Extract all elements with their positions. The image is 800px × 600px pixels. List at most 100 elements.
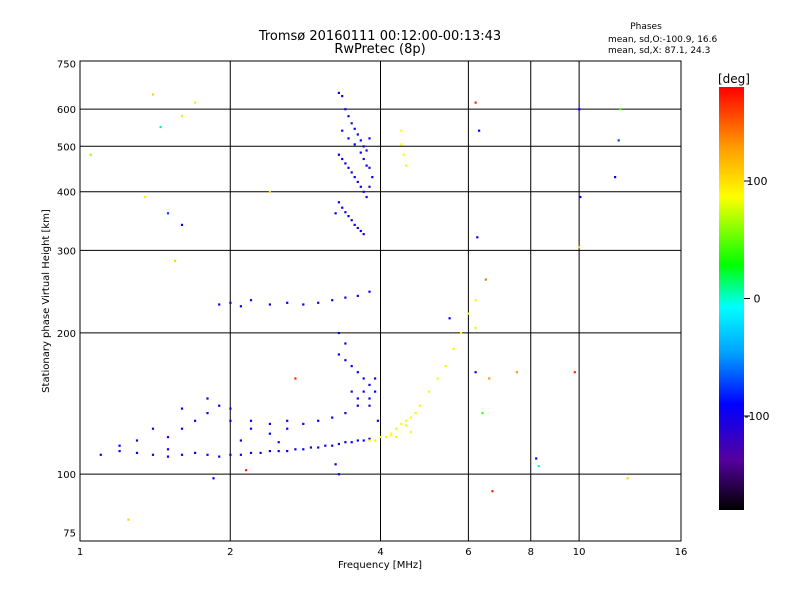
y-tick-label: 100: [57, 470, 76, 481]
data-point: [350, 390, 353, 393]
data-point: [400, 129, 403, 132]
data-point: [448, 317, 451, 320]
data-point: [249, 427, 253, 430]
data-point: [409, 416, 412, 419]
data-point: [344, 211, 347, 214]
data-point: [344, 296, 347, 299]
data-point: [239, 453, 242, 456]
data-point: [368, 404, 371, 407]
chart-title: Tromsø 20160111 00:12:00-00:13:43: [258, 29, 501, 44]
data-point: [353, 127, 356, 130]
data-point: [337, 331, 340, 335]
data-point: [337, 442, 340, 446]
data-point: [151, 453, 155, 456]
data-point: [206, 397, 209, 400]
y-tick-label: 75: [63, 529, 76, 540]
data-point: [353, 143, 356, 146]
data-point: [617, 139, 620, 142]
data-point: [362, 390, 365, 393]
data-point: [362, 190, 365, 193]
data-point: [180, 407, 184, 410]
data-point: [400, 422, 403, 425]
data-point: [268, 303, 271, 306]
colorbar-rect: [719, 87, 744, 510]
data-point: [249, 419, 253, 422]
data-point: [350, 122, 353, 125]
data-point: [405, 164, 408, 167]
data-point: [362, 157, 365, 161]
x-tick-label: 6: [465, 547, 471, 558]
data-point: [99, 453, 102, 456]
data-point: [573, 371, 576, 374]
data-point: [317, 446, 320, 449]
data-point: [259, 451, 262, 454]
data-point: [239, 439, 242, 442]
data-point: [344, 359, 347, 362]
data-point: [166, 436, 170, 439]
data-point: [359, 229, 362, 233]
data-point: [395, 427, 398, 430]
data-point: [294, 377, 297, 380]
data-point: [268, 450, 271, 453]
data-point: [239, 305, 242, 308]
data-point: [474, 299, 477, 302]
data-point: [356, 397, 359, 400]
x-tick-label: 10: [573, 547, 586, 558]
data-point: [474, 101, 477, 104]
data-point: [390, 434, 393, 437]
data-point: [427, 390, 431, 393]
data-point: [229, 407, 232, 410]
data-point: [478, 129, 481, 132]
data-point: [362, 145, 365, 148]
data-point: [384, 436, 388, 439]
plot-area: [79, 60, 682, 542]
data-point: [218, 455, 221, 458]
data-point: [218, 303, 221, 306]
data-point: [365, 195, 368, 199]
data-point: [350, 219, 353, 222]
data-point: [277, 441, 280, 444]
data-point: [334, 212, 337, 215]
data-point: [362, 439, 365, 442]
data-point: [414, 412, 417, 415]
y-axis-ticks: 75 100 200 300 400 500 600 750: [57, 60, 76, 540]
data-point: [324, 444, 327, 447]
data-point: [331, 444, 334, 447]
data-point: [347, 215, 350, 218]
data-point: [476, 236, 479, 239]
data-point: [286, 301, 289, 304]
data-point: [286, 450, 289, 453]
y-tick-label: 200: [57, 329, 76, 340]
data-point: [302, 303, 305, 306]
data-point: [452, 347, 455, 350]
data-point: [206, 412, 209, 415]
data-point: [249, 299, 253, 302]
colorbar-tick-label: 100: [747, 175, 768, 188]
data-point: [294, 448, 297, 451]
data-point: [159, 125, 162, 129]
data-point: [286, 419, 289, 422]
data-point: [174, 259, 177, 262]
data-point: [362, 233, 365, 236]
data-point: [368, 290, 371, 293]
data-point: [166, 448, 170, 451]
data-point: [368, 437, 371, 440]
data-points: [89, 91, 629, 521]
data-point: [337, 473, 340, 476]
data-point: [341, 129, 344, 132]
data-point: [491, 490, 494, 493]
data-point: [356, 371, 359, 374]
data-point: [353, 223, 356, 226]
data-point: [409, 430, 412, 434]
data-point: [151, 93, 155, 96]
data-point: [402, 153, 405, 156]
data-point: [614, 176, 617, 179]
data-point: [368, 397, 371, 400]
data-point: [379, 436, 382, 439]
data-point: [212, 477, 215, 480]
data-point: [579, 195, 582, 199]
data-point: [359, 185, 362, 188]
data-point: [368, 185, 371, 188]
data-point: [249, 451, 253, 454]
data-point: [244, 469, 248, 472]
